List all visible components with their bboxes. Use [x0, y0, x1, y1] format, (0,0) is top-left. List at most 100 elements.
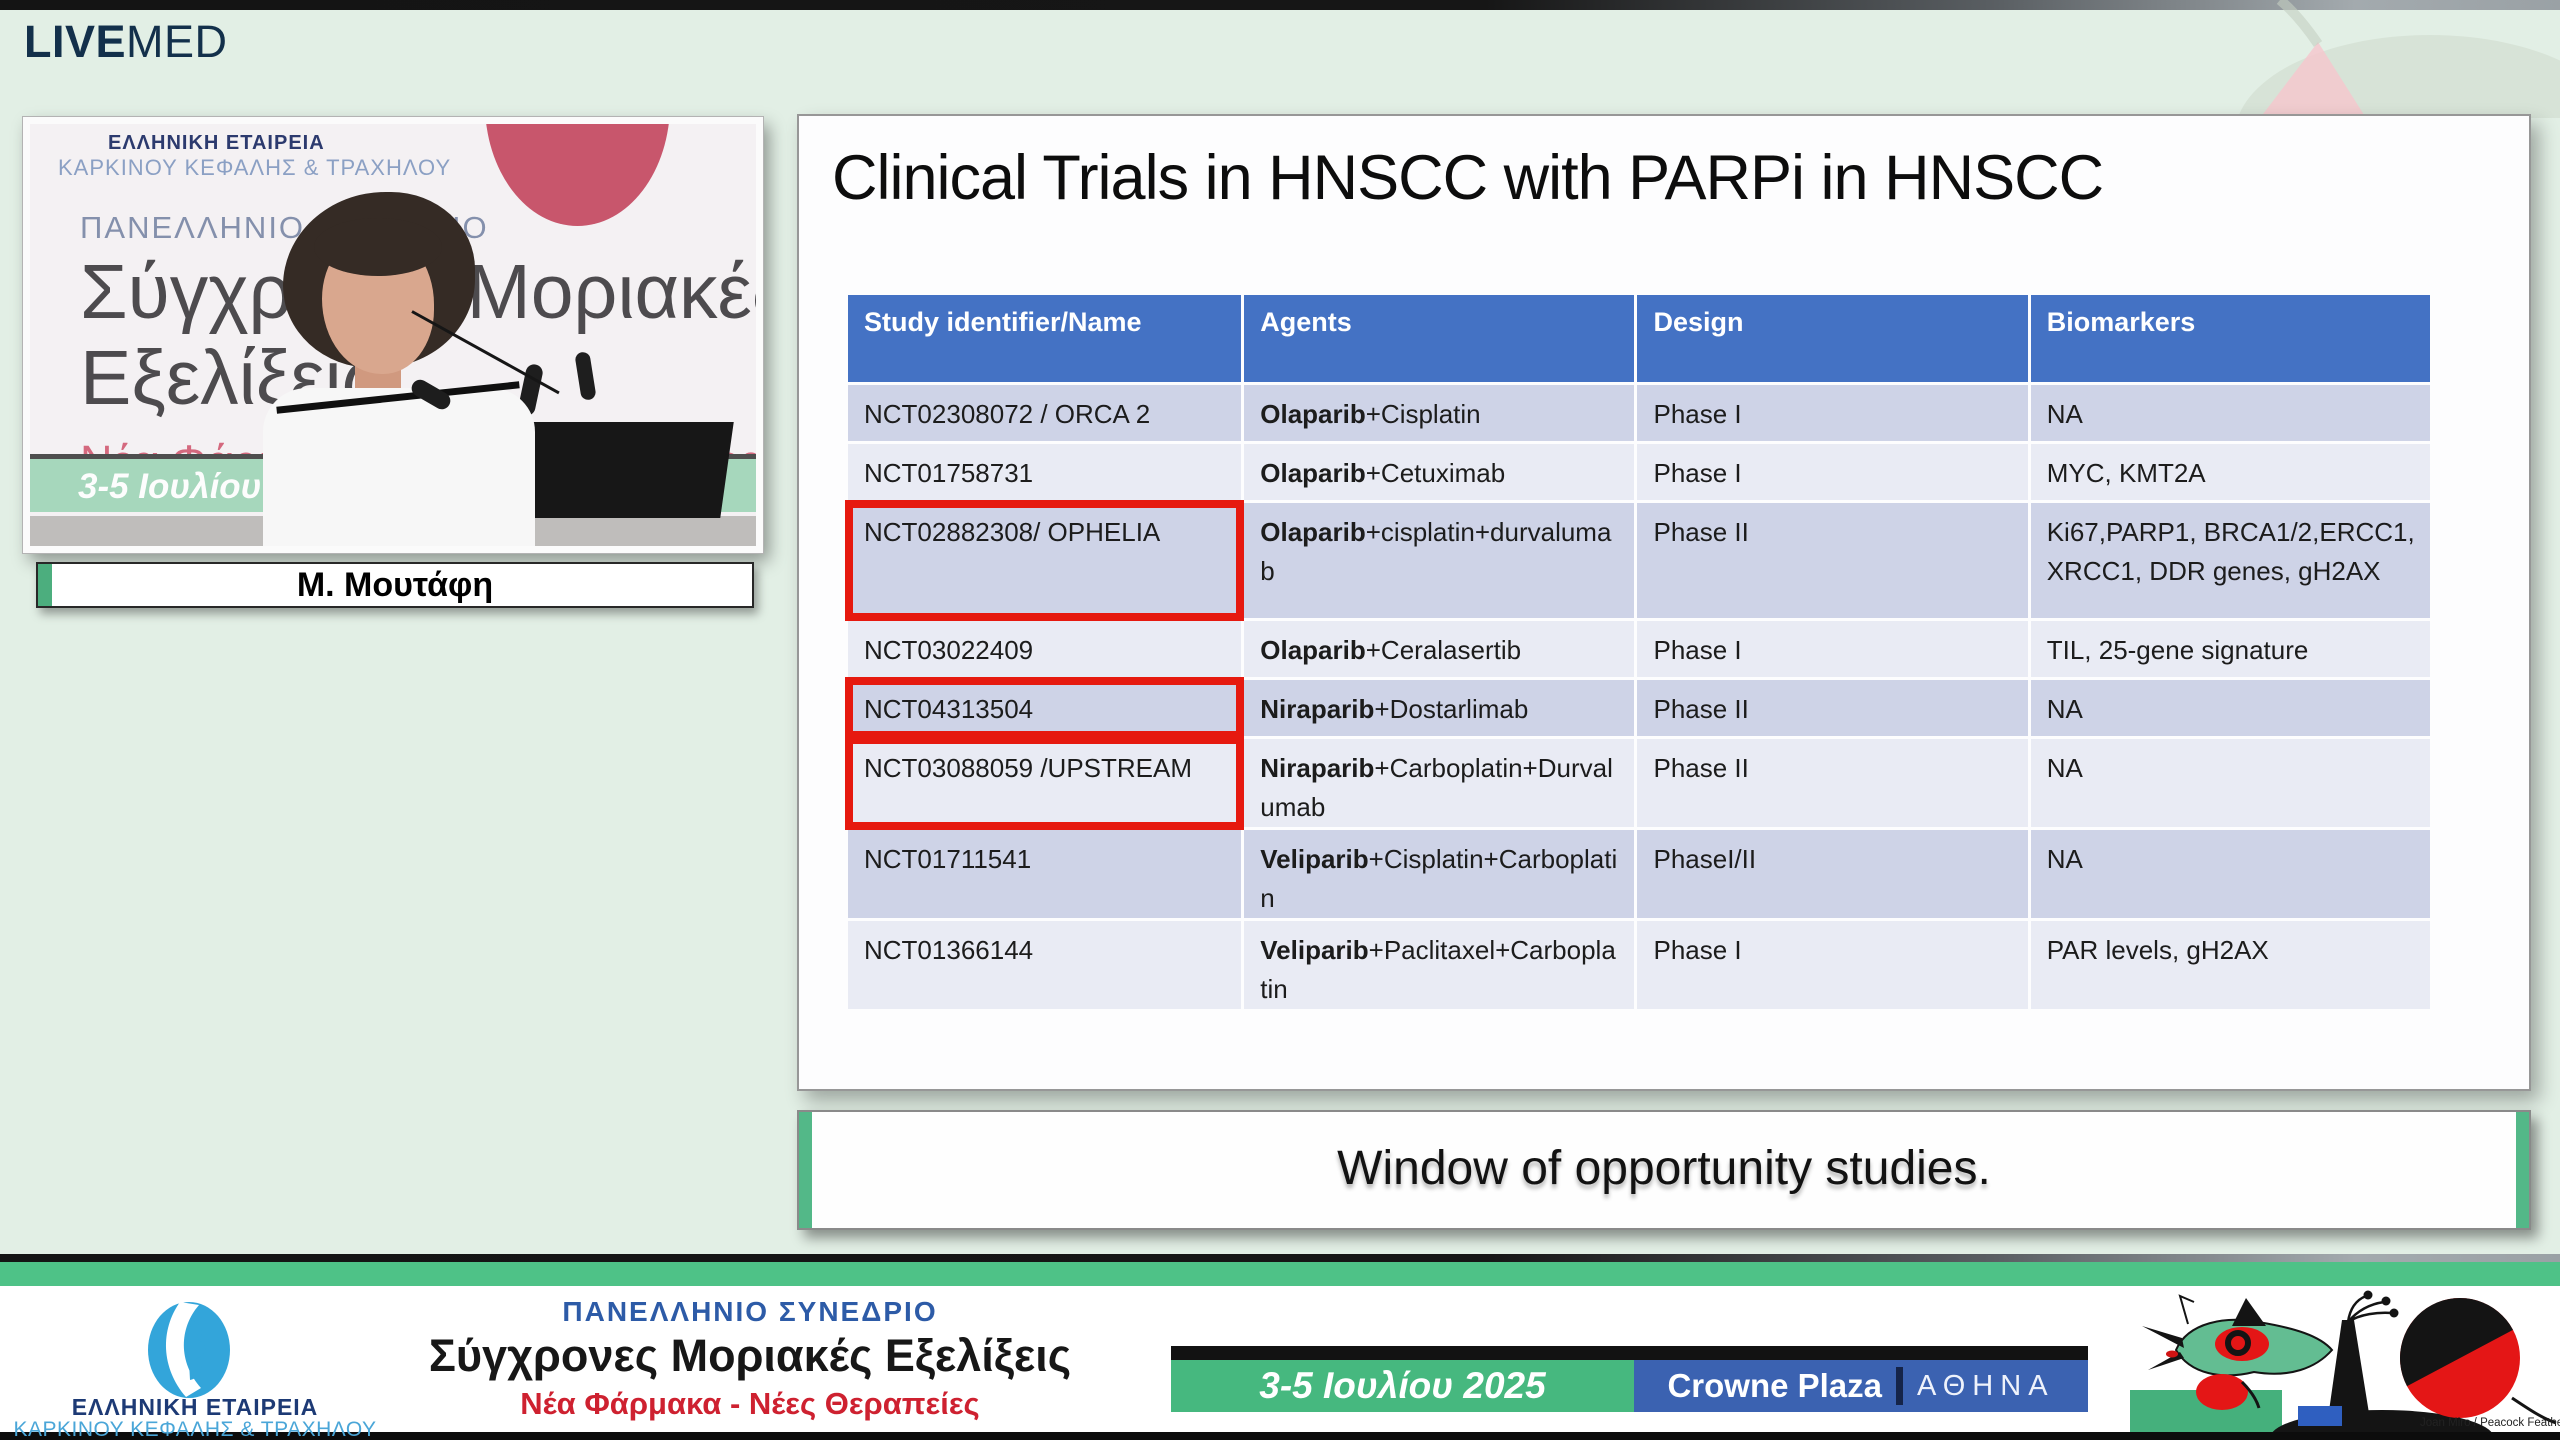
cell-design: Phase I [1637, 921, 2028, 1009]
drug-name: Niraparib [1260, 694, 1375, 724]
art-drop-stem [2240, 1380, 2261, 1409]
cell-biomarkers: NA [2030, 385, 2430, 441]
cell-biomarkers: PAR levels, gH2AX [2030, 921, 2430, 1009]
footer-society-subname: ΚΑΡΚΙΝΟΥ ΚΕΦΑΛΗΣ & ΤΡΑΧΗΛΟΥ [13, 1418, 377, 1440]
table-row: NCT01366144 Veliparib+Paclitaxel+Carbopl… [848, 921, 2430, 1009]
table-row: NCT04313504 Niraparib+Dostarlimab Phase … [844, 677, 2430, 739]
drug-name: Olaparib [1260, 517, 1366, 547]
art-stem-dot [2389, 1308, 2399, 1318]
art-red-drop [2196, 1374, 2248, 1410]
cell-biomarkers: NA [2030, 739, 2430, 827]
cell-biomarkers: TIL, 25-gene signature [2030, 621, 2430, 677]
footer-congress-block: ΠΑΝΕΛΛΗΝΙΟ ΣΥΝΕΔΡΙΟ Σύγχρονες Μοριακές Ε… [360, 1290, 1140, 1422]
trials-table-wrapper: Study identifier/Name Agents Design Biom… [844, 292, 2433, 1012]
table-row: NCT02308072 / ORCA 2 Olaparib+Cisplatin … [848, 385, 2430, 441]
cell-agents: Olaparib+Cetuximab [1244, 444, 1635, 500]
cell-study: NCT04313504 [844, 677, 1245, 739]
art-tail-line [2511, 1396, 2557, 1425]
speaker-hairline [314, 218, 442, 276]
cell-study: NCT02308072 / ORCA 2 [848, 385, 1242, 441]
name-plate-accent [38, 564, 52, 606]
header-study: Study identifier/Name [848, 295, 1242, 382]
cell-biomarkers: NA [2030, 830, 2430, 918]
cell-study: NCT03022409 [848, 621, 1242, 677]
footer-green-strip [0, 1262, 2560, 1286]
drug-name: Niraparib [1260, 753, 1375, 783]
footer-edge-strip [0, 1254, 2560, 1262]
footer-congress-subtitle: Νέα Φάρμακα - Νέες Θεραπείες [520, 1386, 980, 1421]
art-beak-top [2142, 1326, 2184, 1348]
poster-society-subname: ΚΑΡΚΙΝΟΥ ΚΕΦΑΛΗΣ & ΤΡΑΧΗΛΟΥ [58, 155, 452, 180]
livemed-logo: LIVEMED [24, 16, 228, 68]
header-design: Design [1637, 295, 2028, 382]
footer-date-badge: 3-5 Ιουλίου 2025 [1171, 1360, 1634, 1412]
slide-caption: Window of opportunity studies. [1337, 1142, 1991, 1195]
venue-divider [1896, 1367, 1904, 1405]
slide-panel: Clinical Trials in HNSCC with PARPi in H… [797, 114, 2531, 1091]
art-beak-bottom [2148, 1352, 2184, 1370]
cell-study: NCT01711541 [848, 830, 1242, 918]
cell-biomarkers: MYC, KMT2A [2030, 444, 2430, 500]
art-antenna [2178, 1294, 2195, 1325]
artwork-caption: Joan Miro / Peacock Feathers [2420, 1417, 2560, 1429]
poster-red-shape [485, 124, 670, 226]
cell-study: NCT01366144 [848, 921, 1242, 1009]
art-stem-dot [2363, 1290, 2373, 1300]
slide-title: Clinical Trials in HNSCC with PARPi in H… [832, 143, 2104, 213]
header-biomarkers: Biomarkers [2030, 295, 2430, 382]
cell-design: Phase II [1637, 739, 2028, 827]
drug-name: Veliparib [1260, 935, 1369, 965]
cell-design: Phase II [1637, 503, 2028, 618]
agent-rest: +Cisplatin+Carboplatin [1260, 844, 1618, 913]
agent-rest: +Ceralasertib [1365, 635, 1522, 665]
top-edge-strip [0, 0, 2560, 10]
video-content: ΕΛΛΗΝΙΚΗ ΕΤΑΙΡΕΙΑ ΚΑΡΚΙΝΟΥ ΚΕΦΑΛΗΣ & ΤΡΑ… [30, 124, 756, 546]
footer-society-name: ΕΛΛΗΝΙΚΗ ΕΤΑΙΡΕΙΑ [71, 1394, 319, 1420]
cell-agents: Olaparib+cisplatin+durvalumab [1244, 503, 1635, 618]
art-stems [2346, 1294, 2393, 1324]
table-row: NCT01711541 Veliparib+Cisplatin+Carbopla… [848, 830, 2430, 918]
clinical-trials-table: Study identifier/Name Agents Design Biom… [844, 292, 2433, 1012]
art-trunk [2326, 1320, 2372, 1432]
drug-name: Olaparib [1260, 458, 1366, 488]
agent-rest: +Cisplatin [1365, 399, 1481, 429]
logo-ribbon [166, 1302, 201, 1397]
speaker-name-plate: Μ. Μουτάφη [36, 562, 754, 608]
miro-artwork: Joan Miro / Peacock Feathers [2130, 1286, 2560, 1432]
art-blue-rect [2298, 1406, 2342, 1426]
footer-venue-badge: Crowne Plaza ΑΘΗΝΑ [1634, 1360, 2088, 1412]
cell-agents: Niraparib+Carboplatin+Durvalumab [1244, 739, 1635, 827]
poster-society-name: ΕΛΛΗΝΙΚΗ ΕΤΑΙΡΕΙΑ [108, 132, 325, 154]
art-eye-ring [2225, 1330, 2251, 1356]
venue-name: Crowne Plaza [1667, 1367, 1883, 1404]
speaker-name: Μ. Μουτάφη [296, 566, 494, 604]
speaker-video-feed[interactable]: ΕΛΛΗΝΙΚΗ ΕΤΑΙΡΕΙΑ ΚΑΡΚΙΝΟΥ ΚΕΦΑΛΗΣ & ΤΡΑ… [22, 116, 764, 554]
agent-rest: +Dostarlimab [1374, 694, 1529, 724]
art-lip [2166, 1350, 2178, 1358]
agent-rest: +cisplatin+durvalumab [1260, 517, 1612, 586]
table-row: NCT01758731 Olaparib+Cetuximab Phase I M… [848, 444, 2430, 500]
footer-congress-label: ΠΑΝΕΛΛΗΝΙΟ ΣΥΝΕΔΡΙΟ [562, 1296, 938, 1327]
venue-city: ΑΘΗΝΑ [1917, 1369, 2055, 1402]
caption-accent-left [799, 1112, 812, 1228]
cell-agents: Olaparib+Cisplatin [1244, 385, 1635, 441]
cell-agents: Veliparib+Cisplatin+Carboplatin [1244, 830, 1635, 918]
header-agents: Agents [1244, 295, 1635, 382]
decor-stem [2276, 0, 2323, 47]
agent-rest: +Paclitaxel+Carboplatin [1260, 935, 1616, 1004]
art-ear [2232, 1298, 2266, 1326]
cell-agents: Olaparib+Ceralasertib [1244, 621, 1635, 677]
cell-design: Phase I [1637, 621, 2028, 677]
art-black-cap [2400, 1298, 2513, 1387]
agent-rest: +Cetuximab [1365, 458, 1506, 488]
cell-study: NCT03088059 /UPSTREAM [844, 736, 1245, 830]
caption-accent-right [2516, 1112, 2529, 1228]
logo-face-profile [187, 1320, 206, 1380]
cell-agents: Veliparib+Paclitaxel+Carboplatin [1244, 921, 1635, 1009]
agent-rest: +Carboplatin+Durvalumab [1260, 753, 1613, 822]
speaker-body [263, 388, 535, 546]
cell-study: NCT02882308/ OPHELIA [844, 500, 1245, 621]
corner-decoration [2237, 0, 2560, 118]
cell-agents: Niraparib+Dostarlimab [1244, 680, 1635, 736]
